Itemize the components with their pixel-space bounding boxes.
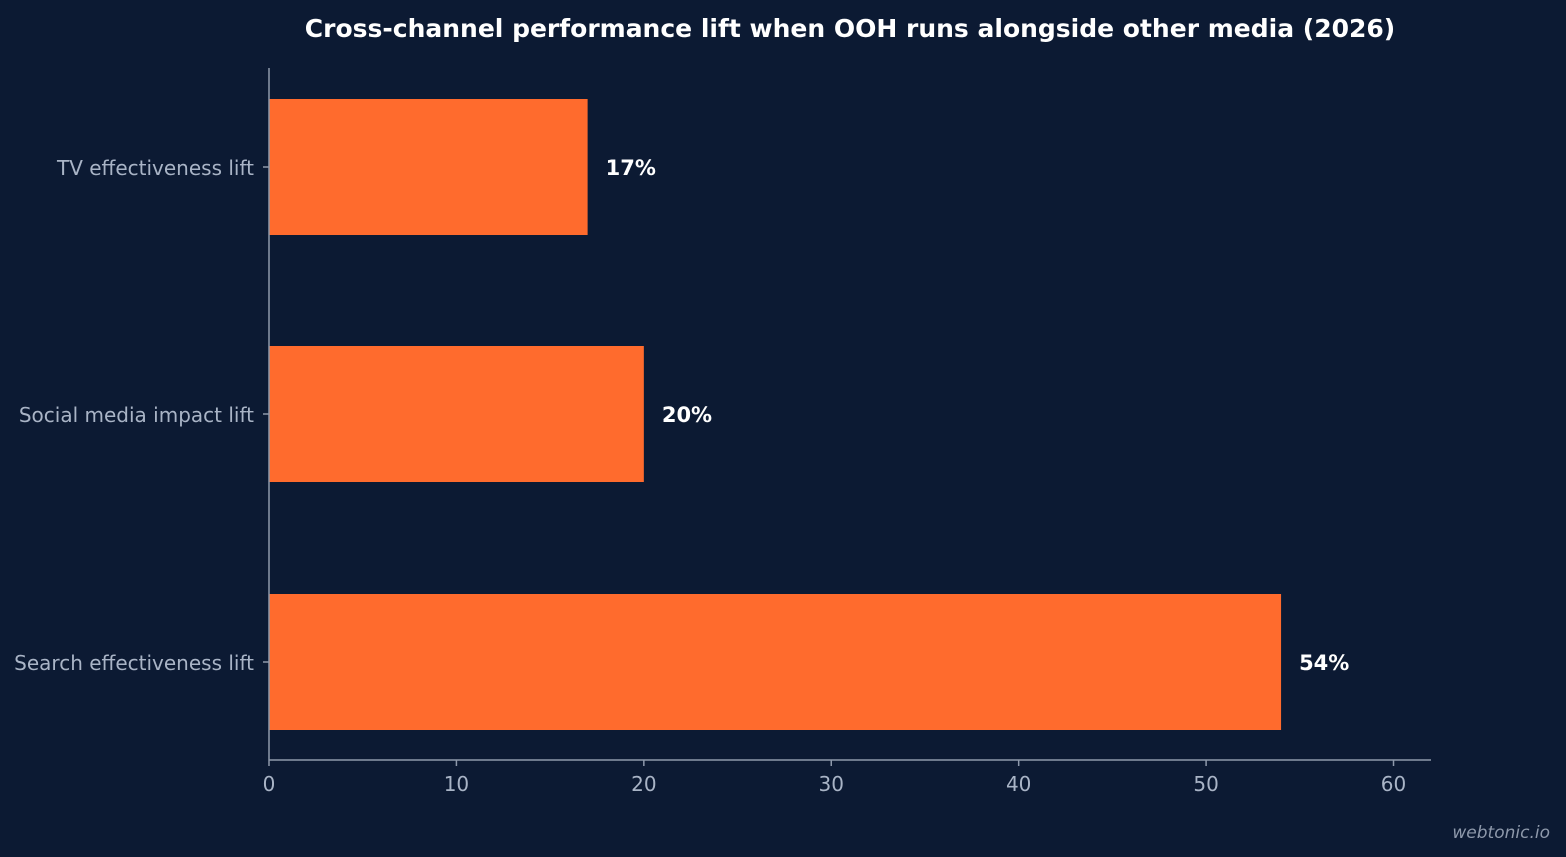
x-tick-label-50: 50 (1193, 772, 1218, 796)
bar-3 (269, 594, 1282, 730)
value-label-1: 17% (606, 156, 656, 180)
x-tick-label-0: 0 (263, 772, 276, 796)
watermark: webtonic.io (1452, 823, 1550, 843)
x-tick-label-40: 40 (1006, 772, 1031, 796)
chart-title: Cross-channel performance lift when OOH … (305, 14, 1395, 43)
x-tick-label-20: 20 (631, 772, 656, 796)
x-tick-label-30: 30 (819, 772, 844, 796)
category-label-2: Social media impact lift (19, 403, 254, 427)
category-label-3: Search effectiveness lift (14, 651, 254, 675)
x-tick-label-10: 10 (444, 772, 469, 796)
value-label-3: 54% (1299, 651, 1349, 675)
x-tick-label-60: 60 (1381, 772, 1406, 796)
bar-2 (269, 346, 644, 482)
bar-1 (269, 99, 588, 235)
bars-layer: 17% 20% 54% (269, 99, 1349, 730)
axes-layer: TV effectiveness lift Social media impact… (14, 68, 1431, 796)
category-label-1: TV effectiveness lift (56, 156, 254, 180)
value-label-2: 20% (662, 403, 712, 427)
